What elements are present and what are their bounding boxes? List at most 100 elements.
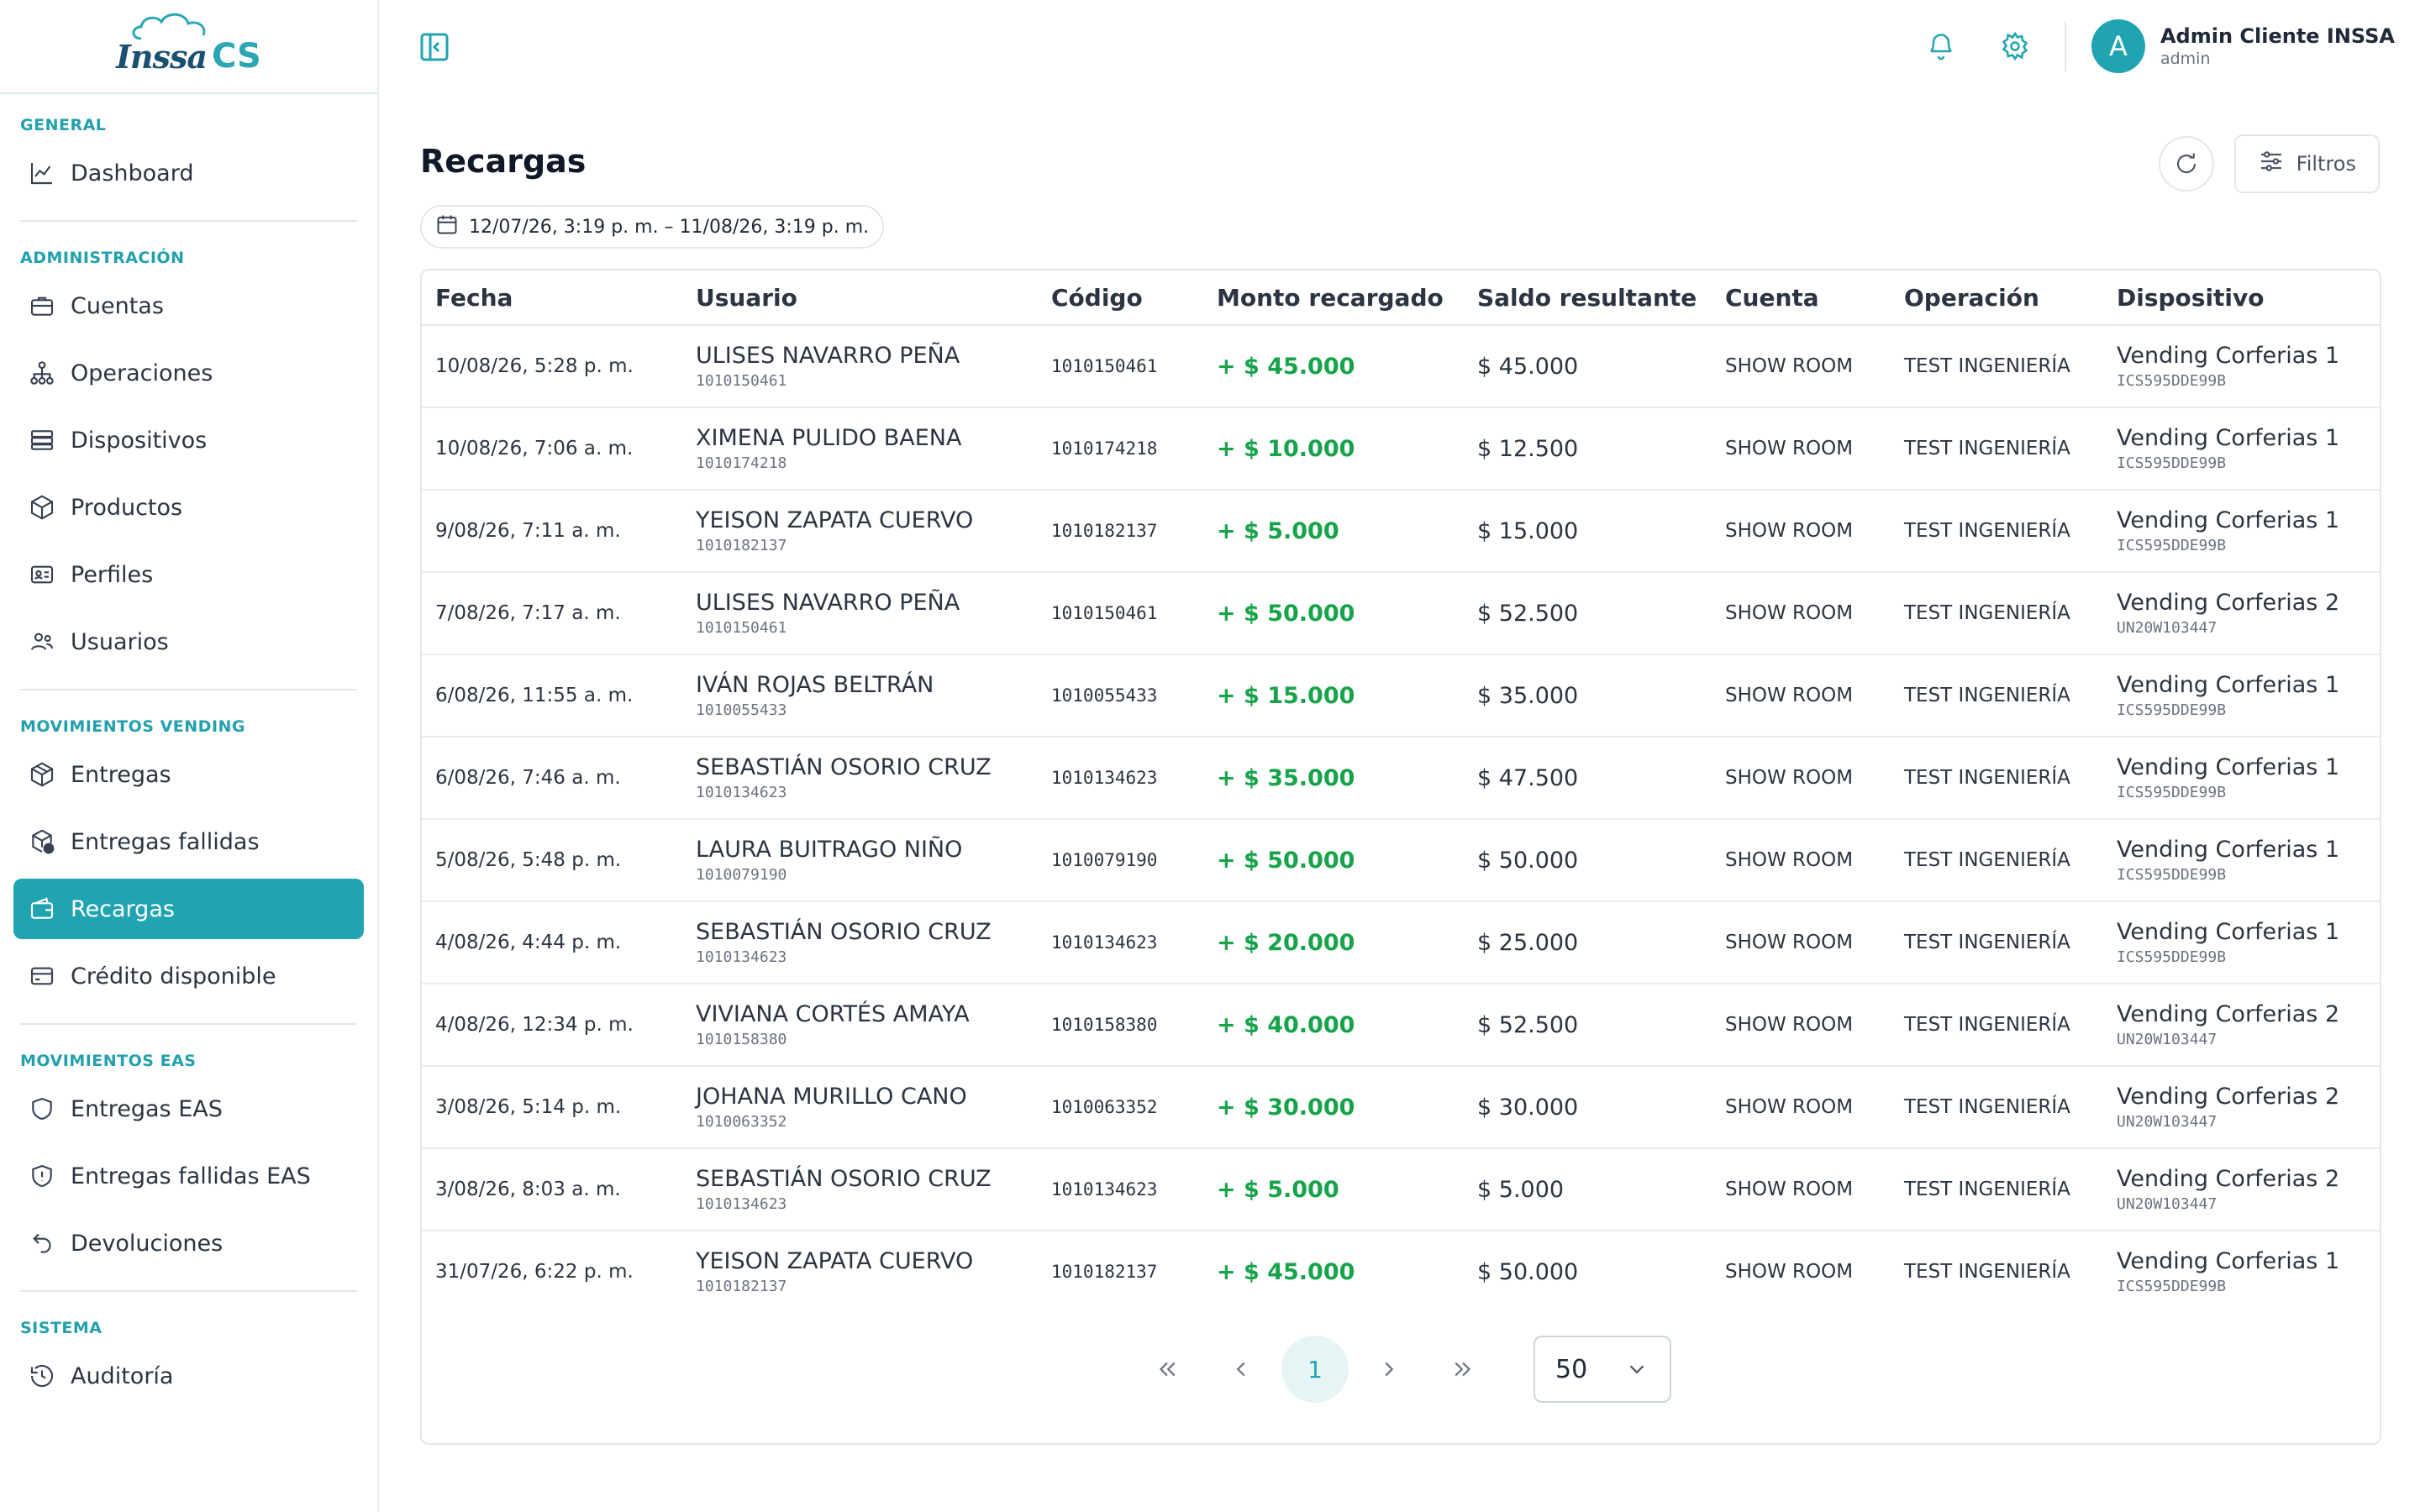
column-header-fecha[interactable]: Fecha <box>422 270 682 326</box>
cell-monto: + $ 50.000 <box>1203 572 1464 655</box>
recargas-table: Fecha Usuario Código Monto recargado Sal… <box>422 270 2380 1295</box>
sidebar-item-dashboard[interactable]: Dashboard <box>13 143 364 203</box>
sidebar-item-label: Auditoría <box>71 1362 174 1389</box>
sidebar-item-entregas-fallidas-eas[interactable]: Entregas fallidas EAS <box>13 1146 364 1206</box>
sidebar-item-label: Entregas <box>71 761 171 788</box>
sidebar-item-label: Cuentas <box>71 292 164 319</box>
cell-codigo: 1010134623 <box>1038 1148 1203 1231</box>
sidebar-item-entregas-fallidas[interactable]: Entregas fallidas <box>13 811 364 872</box>
section-title-general: GENERAL <box>20 116 107 134</box>
cell-usuario: YEISON ZAPATA CUERVO 1010182137 <box>682 1231 1038 1295</box>
date-range-chip[interactable]: 12/07/26, 3:19 p. m. – 11/08/26, 3:19 p.… <box>420 205 885 249</box>
notifications-button[interactable] <box>1920 25 1962 67</box>
cell-monto: + $ 45.000 <box>1203 325 1464 408</box>
page-size-select[interactable]: 50 <box>1534 1336 1671 1403</box>
sidebar-item-label: Dashboard <box>71 160 194 186</box>
user-info[interactable]: Admin Cliente INSSA admin <box>2160 24 2395 68</box>
refresh-icon <box>2176 153 2196 174</box>
page-actions: Filtros <box>2158 134 2380 193</box>
cell-codigo: 1010150461 <box>1038 572 1203 655</box>
device-serial: ICS595DDE99B <box>2117 701 2227 719</box>
filters-button[interactable]: Filtros <box>2233 134 2380 193</box>
cell-saldo: $ 12.500 <box>1464 407 1712 491</box>
chevron-right-icon <box>1385 1362 1394 1377</box>
device-serial: UN20W103447 <box>2117 1195 2217 1213</box>
cell-cuenta: SHOW ROOM <box>1712 1066 1891 1149</box>
column-header-cuenta[interactable]: Cuenta <box>1712 270 1891 326</box>
table-row[interactable]: 31/07/26, 6:22 p. m. YEISON ZAPATA CUERVO… <box>422 1231 2380 1295</box>
table-row[interactable]: 4/08/26, 12:34 p. m. VIVIANA CORTÉS AMAYA… <box>422 984 2380 1067</box>
cloud-icon <box>132 13 206 40</box>
table-row[interactable]: 5/08/26, 5:48 p. m. LAURA BUITRAGO NIÑO 10… <box>422 819 2380 902</box>
cell-cuenta: SHOW ROOM <box>1712 901 1891 984</box>
table-row[interactable]: 10/08/26, 5:28 p. m. ULISES NAVARRO PEÑA 1… <box>422 325 2380 408</box>
sidebar-item-productos[interactable]: Productos <box>13 477 364 538</box>
sidebar-item-entregas[interactable]: Entregas <box>13 744 364 805</box>
next-page-button[interactable] <box>1355 1336 1423 1403</box>
prev-page-button[interactable] <box>1207 1336 1275 1403</box>
user-document: 1010158380 <box>696 1031 787 1048</box>
cell-operacion: TEST INGENIERÍA <box>1891 325 2103 408</box>
sidebar-item-perfiles[interactable]: Perfiles <box>13 544 364 605</box>
cell-usuario: SEBASTIÁN OSORIO CRUZ 1010134623 <box>682 1148 1038 1231</box>
section-title-sistema: SISTEMA <box>20 1319 103 1337</box>
column-header-monto[interactable]: Monto recargado <box>1203 270 1464 326</box>
user-role: admin <box>2160 50 2211 68</box>
settings-button[interactable] <box>1994 25 2036 67</box>
id-card-icon <box>27 559 57 590</box>
page-number-button[interactable]: 1 <box>1281 1336 1349 1403</box>
table-row[interactable]: 3/08/26, 5:14 p. m. JOHANA MURILLO CANO 10… <box>422 1066 2380 1149</box>
cell-saldo: $ 47.500 <box>1464 737 1712 820</box>
first-page-button[interactable] <box>1134 1336 1201 1403</box>
user-name: JOHANA MURILLO CANO <box>696 1084 967 1110</box>
device-serial: ICS595DDE99B <box>2117 866 2227 884</box>
device-serial: ICS595DDE99B <box>2117 454 2227 472</box>
sidebar-item-entregas-eas[interactable]: Entregas EAS <box>13 1079 364 1139</box>
table-scroll-area[interactable]: Fecha Usuario Código Monto recargado Sal… <box>422 270 2380 1295</box>
sidebar-toggle-button[interactable] <box>418 30 451 64</box>
column-header-codigo[interactable]: Código <box>1038 270 1203 326</box>
cell-fecha: 10/08/26, 5:28 p. m. <box>422 325 682 408</box>
sidebar-item-recargas[interactable]: Recargas <box>13 879 364 939</box>
sidebar-item-dispositivos[interactable]: Dispositivos <box>13 410 364 470</box>
sidebar-item-devoluciones[interactable]: Devoluciones <box>13 1213 364 1273</box>
column-header-saldo[interactable]: Saldo resultante <box>1464 270 1712 326</box>
table-row[interactable]: 10/08/26, 7:06 a. m. XIMENA PULIDO BAENA 1… <box>422 407 2380 491</box>
table-row[interactable]: 4/08/26, 4:44 p. m. SEBASTIÁN OSORIO CRUZ… <box>422 901 2380 984</box>
device-name: Vending Corferias 1 <box>2117 919 2340 945</box>
table-row[interactable]: 7/08/26, 7:17 a. m. ULISES NAVARRO PEÑA 10… <box>422 572 2380 655</box>
sidebar-item-cuentas[interactable]: Cuentas <box>13 276 364 336</box>
cell-cuenta: SHOW ROOM <box>1712 984 1891 1067</box>
chevron-down-icon <box>1629 1365 1644 1374</box>
device-serial: ICS595DDE99B <box>2117 537 2227 554</box>
divider <box>20 689 357 690</box>
cell-saldo: $ 52.500 <box>1464 984 1712 1067</box>
device-name: Vending Corferias 2 <box>2117 1001 2340 1027</box>
section-title-administracion: ADMINISTRACIÓN <box>20 249 185 267</box>
table-row[interactable]: 6/08/26, 11:55 a. m. IVÁN ROJAS BELTRÁN 10… <box>422 654 2380 738</box>
sidebar-item-credito-disponible[interactable]: Crédito disponible <box>13 946 364 1006</box>
logo-suffix: CS <box>211 37 261 76</box>
last-page-button[interactable] <box>1429 1336 1497 1403</box>
table-row[interactable]: 3/08/26, 8:03 a. m. SEBASTIÁN OSORIO CRUZ… <box>422 1148 2380 1231</box>
logo[interactable]: Inssa CS <box>116 13 261 76</box>
cell-fecha: 10/08/26, 7:06 a. m. <box>422 407 682 491</box>
sidebar-item-usuarios[interactable]: Usuarios <box>13 612 364 672</box>
refresh-button[interactable] <box>2158 136 2214 192</box>
divider <box>20 1023 357 1025</box>
cell-codigo: 1010079190 <box>1038 819 1203 902</box>
cell-codigo: 1010158380 <box>1038 984 1203 1067</box>
device-name: Vending Corferias 1 <box>2117 837 2340 863</box>
column-header-operacion[interactable]: Operación <box>1891 270 2103 326</box>
cell-dispositivo: Vending Corferias 2 UN20W103447 <box>2103 572 2380 655</box>
sidebar-item-auditoria[interactable]: Auditoría <box>13 1346 364 1406</box>
table-row[interactable]: 9/08/26, 7:11 a. m. YEISON ZAPATA CUERVO 1… <box>422 490 2380 573</box>
cell-saldo: $ 30.000 <box>1464 1066 1712 1149</box>
sidebar-item-operaciones[interactable]: Operaciones <box>13 343 364 403</box>
table-row[interactable]: 6/08/26, 7:46 a. m. SEBASTIÁN OSORIO CRUZ… <box>422 737 2380 820</box>
column-header-usuario[interactable]: Usuario <box>682 270 1038 326</box>
briefcase-icon <box>27 291 57 321</box>
avatar[interactable]: A <box>2091 19 2145 73</box>
column-header-dispositivo[interactable]: Dispositivo <box>2103 270 2380 326</box>
user-document: 1010150461 <box>696 372 787 390</box>
